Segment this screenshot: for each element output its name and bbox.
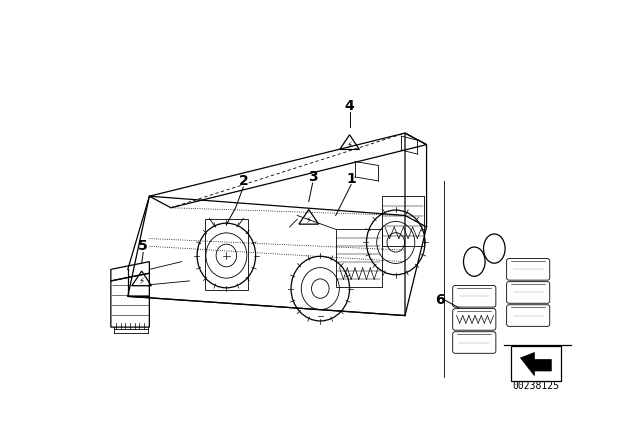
Text: ⚡: ⚡ [306,215,312,224]
Text: 3: 3 [308,170,317,184]
Text: 00238125: 00238125 [513,381,559,392]
Text: 2: 2 [239,174,248,188]
Text: ⚡: ⚡ [347,141,353,150]
Text: 6: 6 [435,293,444,307]
Polygon shape [520,353,551,375]
Text: ⚡: ⚡ [139,277,145,286]
Text: 4: 4 [345,99,355,113]
Bar [336,229,382,287]
Text: 5: 5 [138,239,148,253]
Bar [511,346,561,381]
Text: 1: 1 [346,172,356,185]
Bar [382,196,424,246]
